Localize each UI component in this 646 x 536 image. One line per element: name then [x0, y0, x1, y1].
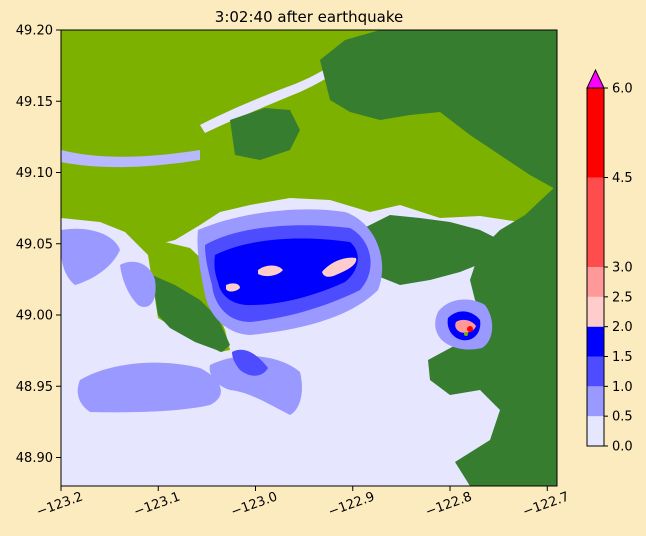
y-tick-label: 49.15: [16, 95, 53, 110]
bay-peak-spot: [322, 257, 357, 277]
bay-peak-spot: [258, 265, 283, 277]
x-tick-label: −123.2: [35, 489, 85, 520]
river-channel: [200, 58, 350, 133]
x-tick-label: −122.8: [424, 489, 474, 520]
colorbar-tick-label: 6.0: [612, 82, 633, 97]
colorbar-level: [587, 267, 604, 297]
upland-burnaby: [230, 108, 300, 160]
colorbar-level: [587, 326, 604, 357]
bay-peak-spot: [226, 283, 240, 292]
colorbar-tick-label: 1.0: [612, 380, 633, 395]
colorbar-level: [587, 356, 604, 387]
colorbar-extend-arrow: [586, 68, 605, 89]
colorbar: 0.0 0.5 1.0 1.5 2.0 2.5 3.0 4.5 6.0: [586, 68, 633, 455]
y-tick-label: 48.95: [16, 380, 53, 395]
y-tick-label: 49.20: [16, 24, 53, 39]
x-tick-label: −122.9: [326, 489, 376, 520]
colorbar-tick-label: 0.0: [612, 440, 633, 455]
mountains-northeast: [320, 30, 557, 190]
colorbar-level: [587, 386, 604, 417]
east-source-land: [464, 332, 468, 336]
colorbar-tick-label: 0.5: [612, 410, 633, 425]
bay-plume-deep: [214, 238, 358, 306]
y-tick-label: 49.05: [16, 237, 53, 252]
south-surrey: [360, 215, 500, 285]
colorbar-level: [587, 177, 604, 267]
colorbar-level: [587, 88, 604, 178]
colorbar-tick-label: 4.5: [612, 171, 633, 186]
south-plume: [77, 362, 221, 413]
colorbar-level: [587, 416, 604, 446]
x-axis: −123.2 −123.1 −123.0 −122.9 −122.8 −122.7: [35, 486, 571, 520]
x-tick-label: −123.0: [229, 489, 279, 520]
chart-title: 3:02:40 after earthquake: [215, 8, 403, 26]
plot-area: [61, 30, 557, 486]
west-plume: [120, 261, 156, 308]
hills-east: [428, 185, 557, 486]
east-source-max: [467, 326, 473, 332]
y-tick-label: 48.90: [16, 451, 53, 466]
plot-frame: [60, 29, 558, 487]
point-roberts: [152, 275, 230, 352]
colorbar-tick-label: 2.0: [612, 320, 633, 335]
south-plume: [209, 356, 302, 415]
colorbar-tick-label: 2.5: [612, 290, 633, 305]
colorbar-tick-label: 1.5: [612, 350, 633, 365]
x-tick-label: −123.1: [132, 489, 182, 520]
south-plume-medium: [232, 349, 268, 376]
river-channel-west: [61, 150, 200, 168]
west-plume: [61, 228, 120, 285]
y-axis: 49.20 49.15 49.10 49.05 49.00 48.95 48.90: [16, 24, 61, 466]
x-tick-label: −122.7: [521, 489, 571, 520]
colorbar-tick-label: 3.0: [612, 261, 633, 276]
colorbar-level: [587, 296, 604, 327]
y-tick-label: 49.10: [16, 166, 53, 181]
y-tick-label: 49.00: [16, 309, 53, 324]
